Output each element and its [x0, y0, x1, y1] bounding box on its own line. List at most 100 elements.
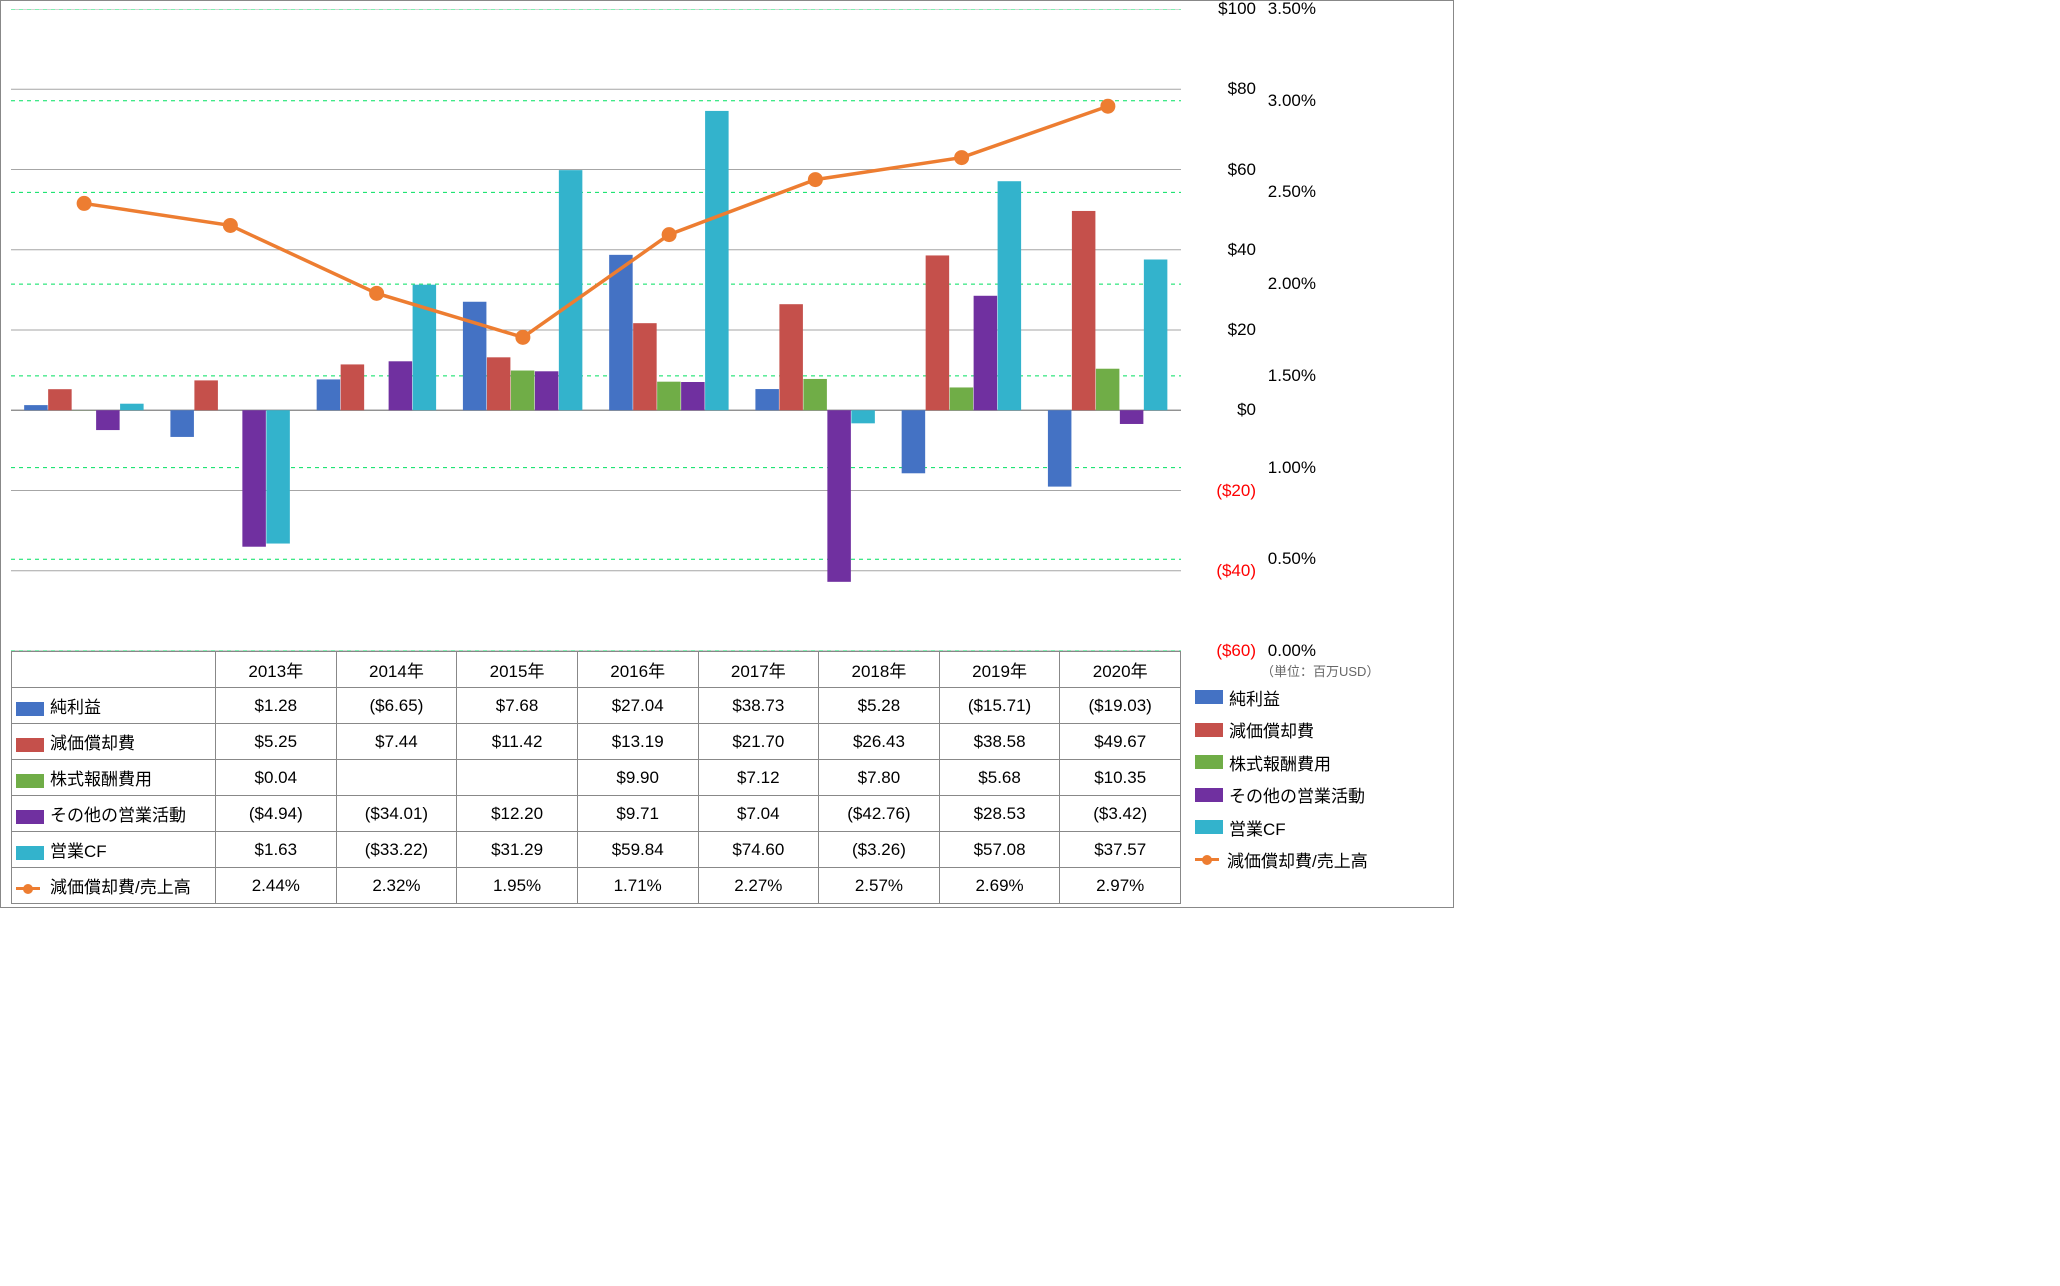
- table-cell: $57.08: [939, 832, 1060, 868]
- y1-tick: $80: [1228, 79, 1256, 99]
- table-cell: [336, 760, 457, 796]
- table-cell: $28.53: [939, 796, 1060, 832]
- table-cell: $7.44: [336, 724, 457, 760]
- table-cell: 2.57%: [819, 868, 940, 904]
- y1-tick: $60: [1228, 160, 1256, 180]
- y2-tick: 3.50%: [1268, 0, 1316, 19]
- table-row-net: 純利益$1.28($6.65)$7.68$27.04$38.73$5.28($1…: [12, 688, 1181, 724]
- legend-item-dep: 減価償却費: [1191, 714, 1451, 747]
- table-cell: 1.95%: [457, 868, 578, 904]
- table-cell: $10.35: [1060, 760, 1181, 796]
- row-label: 減価償却費: [50, 734, 135, 753]
- table-row-ratio: 減価償却費/売上高 2.44%2.32%1.95%1.71%2.27%2.57%2…: [12, 868, 1181, 904]
- y2-tick: 0.00%: [1268, 641, 1316, 661]
- table-header-cell: 2015年: [457, 652, 578, 688]
- table-cell: ($42.76): [819, 796, 940, 832]
- y1-tick: $100: [1218, 0, 1256, 19]
- table-cell: $9.71: [577, 796, 698, 832]
- y2-tick: 1.50%: [1268, 366, 1316, 386]
- legend-item-net: 純利益: [1191, 681, 1451, 714]
- table-cell: $12.20: [457, 796, 578, 832]
- y-axis-right-labels: 3.50% 3.00% 2.50% 2.00% 1.50% 1.00% 0.50% 0.00%: [1261, 1, 1316, 661]
- table-cell: ($34.01): [336, 796, 457, 832]
- y-axis-left-labels: $100$80$60$40$20$0($20)($40)($60): [1186, 1, 1256, 661]
- table-cell: $74.60: [698, 832, 819, 868]
- table-cell: $59.84: [577, 832, 698, 868]
- y1-tick: $0: [1237, 400, 1256, 420]
- y1-tick: ($60): [1216, 641, 1256, 661]
- table-header-cell: 2019年: [939, 652, 1060, 688]
- table-cell: $0.04: [216, 760, 337, 796]
- row-label: その他の営業活動: [50, 806, 186, 825]
- table-cell: ($3.26): [819, 832, 940, 868]
- table-cell: $5.68: [939, 760, 1060, 796]
- table-cell: ($33.22): [336, 832, 457, 868]
- table-cell: 1.71%: [577, 868, 698, 904]
- table-cell: $1.63: [216, 832, 337, 868]
- table-cell: $7.80: [819, 760, 940, 796]
- table-cell: ($15.71): [939, 688, 1060, 724]
- legend-label: その他の営業活動: [1229, 782, 1365, 807]
- legend-item-ocf: 営業CF: [1191, 811, 1451, 844]
- table-cell: ($3.42): [1060, 796, 1181, 832]
- table-header-row: 2013年2014年2015年2016年2017年2018年2019年2020年: [12, 652, 1181, 688]
- table-cell: $1.28: [216, 688, 337, 724]
- legend-right: 純利益減価償却費株式報酬費用その他の営業活動営業CF 減価償却費/売上高: [1191, 681, 1451, 876]
- table-header-cell: 2018年: [819, 652, 940, 688]
- table-cell: 2.69%: [939, 868, 1060, 904]
- table-cell: $21.70: [698, 724, 819, 760]
- legend-item-other: その他の営業活動: [1191, 779, 1451, 812]
- y1-tick: $20: [1228, 320, 1256, 340]
- table-cell: $37.57: [1060, 832, 1181, 868]
- legend-label: 営業CF: [1229, 815, 1286, 840]
- table-header-cell: 2020年: [1060, 652, 1181, 688]
- table-header-cell: 2014年: [336, 652, 457, 688]
- table-cell: $5.25: [216, 724, 337, 760]
- y2-tick: 0.50%: [1268, 549, 1316, 569]
- y1-tick: ($20): [1216, 481, 1256, 501]
- table-row-dep: 減価償却費$5.25$7.44$11.42$13.19$21.70$26.43$…: [12, 724, 1181, 760]
- y1-tick: ($40): [1216, 561, 1256, 581]
- table-cell: $13.19: [577, 724, 698, 760]
- table-cell: 2.44%: [216, 868, 337, 904]
- row-label: 減価償却費/売上高: [50, 878, 191, 897]
- table-cell: $49.67: [1060, 724, 1181, 760]
- table-cell: ($4.94): [216, 796, 337, 832]
- table-cell: $7.12: [698, 760, 819, 796]
- legend-label: 減価償却費: [1229, 717, 1314, 742]
- table-cell: $31.29: [457, 832, 578, 868]
- legend-label: 株式報酬費用: [1229, 750, 1331, 775]
- table-row-other: その他の営業活動($4.94)($34.01)$12.20$9.71$7.04(…: [12, 796, 1181, 832]
- legend-label: 純利益: [1229, 685, 1280, 710]
- y2-tick: 1.00%: [1268, 458, 1316, 478]
- table-cell: 2.27%: [698, 868, 819, 904]
- table-cell: $38.73: [698, 688, 819, 724]
- y2-tick: 2.50%: [1268, 182, 1316, 202]
- y2-tick: 2.00%: [1268, 274, 1316, 294]
- table-header-cell: 2017年: [698, 652, 819, 688]
- legend-label: 減価償却費/売上高: [1227, 847, 1368, 872]
- table-cell: [457, 760, 578, 796]
- chart-container: $100$80$60$40$20$0($20)($40)($60) 3.50%3…: [0, 0, 1454, 908]
- legend-item-sbc: 株式報酬費用: [1191, 746, 1451, 779]
- table-row-sbc: 株式報酬費用 $0.04 $9.90$7.12$7.80$5.68$10.35: [12, 760, 1181, 796]
- table-cell: $9.90: [577, 760, 698, 796]
- data-table: 2013年2014年2015年2016年2017年2018年2019年2020年…: [11, 651, 1181, 904]
- plot-area: [11, 9, 1181, 651]
- table-cell: $26.43: [819, 724, 940, 760]
- table-header-cell: 2016年: [577, 652, 698, 688]
- table-header-cell: 2013年: [216, 652, 337, 688]
- table-cell: $27.04: [577, 688, 698, 724]
- table-cell: ($19.03): [1060, 688, 1181, 724]
- table-cell: 2.32%: [336, 868, 457, 904]
- row-label: 純利益: [50, 698, 101, 717]
- y2-tick: 3.00%: [1268, 91, 1316, 111]
- table-cell: $7.68: [457, 688, 578, 724]
- table-cell: ($6.65): [336, 688, 457, 724]
- table-row-ocf: 営業CF $1.63($33.22)$31.29$59.84$74.60($3.2…: [12, 832, 1181, 868]
- table-cell: $38.58: [939, 724, 1060, 760]
- table-cell: $5.28: [819, 688, 940, 724]
- row-label: 営業CF: [50, 842, 107, 861]
- table-cell: $7.04: [698, 796, 819, 832]
- row-label: 株式報酬費用: [50, 770, 152, 789]
